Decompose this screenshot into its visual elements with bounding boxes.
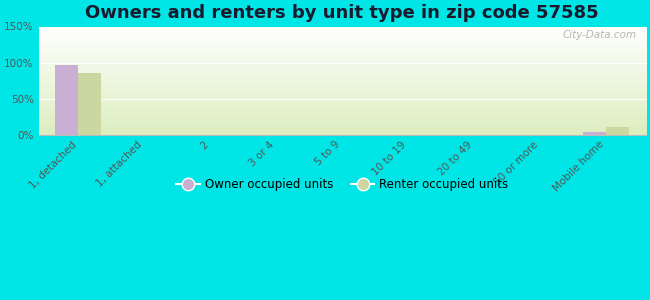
Title: Owners and renters by unit type in zip code 57585: Owners and renters by unit type in zip c… [85, 4, 599, 22]
Bar [78, 73, 101, 134]
Legend: Owner occupied units, Renter occupied units: Owner occupied units, Renter occupied un… [172, 173, 513, 196]
Bar [583, 132, 606, 134]
Bar [55, 65, 78, 134]
Bar [606, 127, 629, 134]
Text: City-Data.com: City-Data.com [563, 30, 637, 40]
